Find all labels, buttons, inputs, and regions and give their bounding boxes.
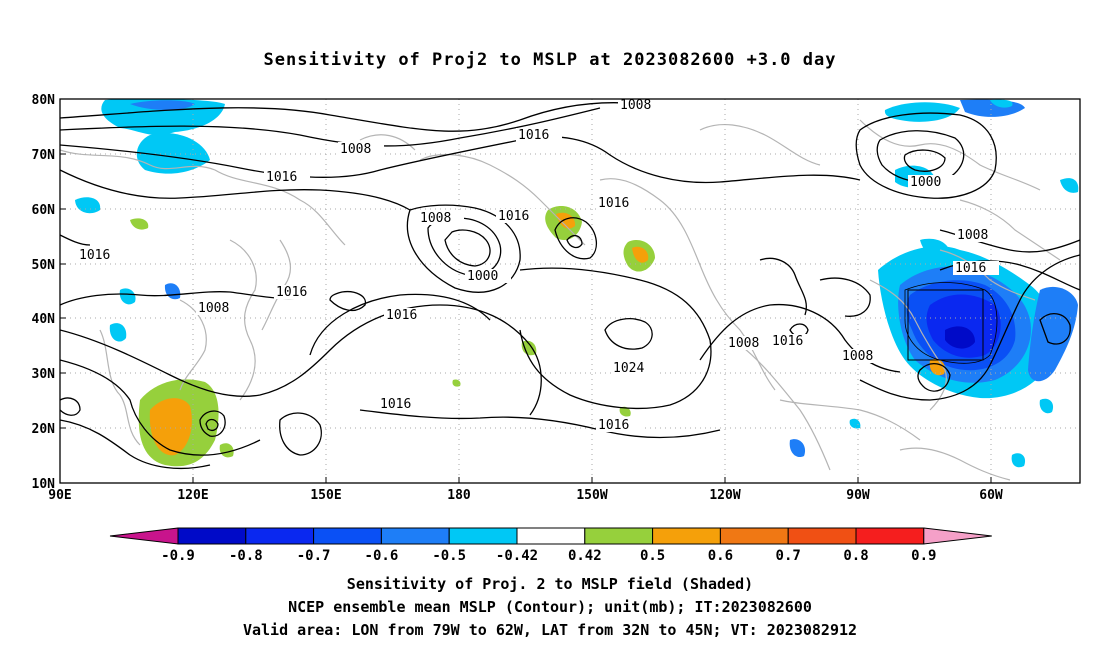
colorbar-label: 0.6 bbox=[708, 548, 733, 564]
caption-line-1: Sensitivity of Proj. 2 to MSLP field (Sh… bbox=[346, 575, 754, 593]
contour-label: 1008 bbox=[620, 98, 651, 113]
colorbar-label: 0.8 bbox=[843, 548, 868, 564]
contour-label: 1016 bbox=[380, 397, 411, 412]
contour-label: 1016 bbox=[276, 285, 307, 300]
colorbar-cell bbox=[584, 527, 654, 545]
lon-label: 120E bbox=[177, 488, 208, 503]
colorbar-label: -0.6 bbox=[365, 548, 399, 564]
latitude-labels: 80N 70N 60N 50N 40N 30N 20N 10N bbox=[32, 93, 56, 492]
contour-label: 1000 bbox=[467, 269, 498, 284]
lon-label: 150W bbox=[576, 488, 607, 503]
colorbar-label: 0.5 bbox=[640, 548, 665, 564]
contour-label: 1016 bbox=[386, 308, 417, 323]
colorbar-cell bbox=[719, 527, 789, 545]
lon-label: 60W bbox=[979, 488, 1003, 503]
lat-label: 60N bbox=[32, 203, 56, 218]
contour-label: 1008 bbox=[420, 211, 451, 226]
lat-label: 50N bbox=[32, 258, 56, 273]
colorbar-cell bbox=[245, 527, 315, 545]
contour-label: 1000 bbox=[910, 175, 941, 190]
colorbar-label: -0.42 bbox=[496, 548, 538, 564]
lat-label: 80N bbox=[32, 93, 56, 108]
map-title: Sensitivity of Proj2 to MSLP at 20230826… bbox=[263, 50, 837, 70]
colorbar-label: -0.9 bbox=[161, 548, 195, 564]
contour-label: 1016 bbox=[955, 261, 986, 276]
colorbar-label: -0.5 bbox=[432, 548, 466, 564]
axis-ticks bbox=[59, 98, 992, 484]
contour-label: 1008 bbox=[198, 301, 229, 316]
contour-label: 1016 bbox=[772, 334, 803, 349]
contour-label: 1024 bbox=[613, 361, 644, 376]
colorbar-cell bbox=[177, 527, 247, 545]
contour-label: 1016 bbox=[498, 209, 529, 224]
colorbar-end-right bbox=[923, 527, 992, 545]
contour-label: 1016 bbox=[266, 170, 297, 185]
contour-label: 1016 bbox=[518, 128, 549, 143]
contour-label: 1016 bbox=[598, 196, 629, 211]
colorbar-cell bbox=[652, 527, 721, 545]
lat-label: 40N bbox=[32, 312, 56, 327]
map-body: 1008 1016 1008 1016 1016 1008 1016 1000 … bbox=[60, 98, 1080, 483]
lon-label: 150E bbox=[310, 488, 341, 503]
colorbar-label: -0.7 bbox=[297, 548, 331, 564]
longitude-labels: 90E 120E 150E 180 150W 120W 90W 60W bbox=[48, 488, 1003, 503]
colorbar-cell bbox=[380, 527, 450, 545]
contour-label: 1008 bbox=[728, 336, 759, 351]
lat-label: 20N bbox=[32, 422, 56, 437]
colorbar-cell bbox=[787, 527, 857, 545]
colorbar-label: -0.8 bbox=[229, 548, 263, 564]
contour-label: 1016 bbox=[598, 418, 629, 433]
contour-label: 1016 bbox=[79, 248, 110, 263]
contour-label: 1008 bbox=[340, 142, 371, 157]
lon-label: 90E bbox=[48, 488, 71, 503]
colorbar-label: 0.7 bbox=[776, 548, 801, 564]
colorbar-cell bbox=[855, 527, 925, 545]
lon-label: 180 bbox=[447, 488, 471, 503]
contour-labels: 1008 1016 1008 1016 1016 1008 1016 1000 … bbox=[77, 98, 1077, 433]
contour-label: 1008 bbox=[842, 349, 873, 364]
caption-line-3: Valid area: LON from 79W to 62W, LAT fro… bbox=[242, 621, 858, 639]
lon-label: 90W bbox=[846, 488, 870, 503]
colorbar-label: 0.42 bbox=[568, 548, 602, 564]
colorbar-cell bbox=[313, 527, 382, 545]
colorbar-cell bbox=[448, 527, 518, 545]
lat-label: 10N bbox=[32, 477, 56, 492]
colorbar-end-left bbox=[109, 527, 179, 545]
colorbar: -0.9 -0.8 -0.7 -0.6 -0.5 -0.42 0.42 0.5 0.6 0.7 0.… bbox=[109, 527, 992, 564]
lat-label: 30N bbox=[32, 367, 56, 382]
plot-frame bbox=[59, 98, 1081, 484]
lat-label: 70N bbox=[32, 148, 56, 163]
contour-label: 1008 bbox=[957, 228, 988, 243]
colorbar-cell bbox=[516, 527, 586, 545]
contour-label: 1016 bbox=[1046, 125, 1077, 140]
lon-label: 120W bbox=[709, 488, 740, 503]
colorbar-label: 0.9 bbox=[911, 548, 936, 564]
caption-line-2: NCEP ensemble mean MSLP (Contour); unit(… bbox=[288, 598, 812, 616]
valid-area-box bbox=[907, 289, 984, 361]
